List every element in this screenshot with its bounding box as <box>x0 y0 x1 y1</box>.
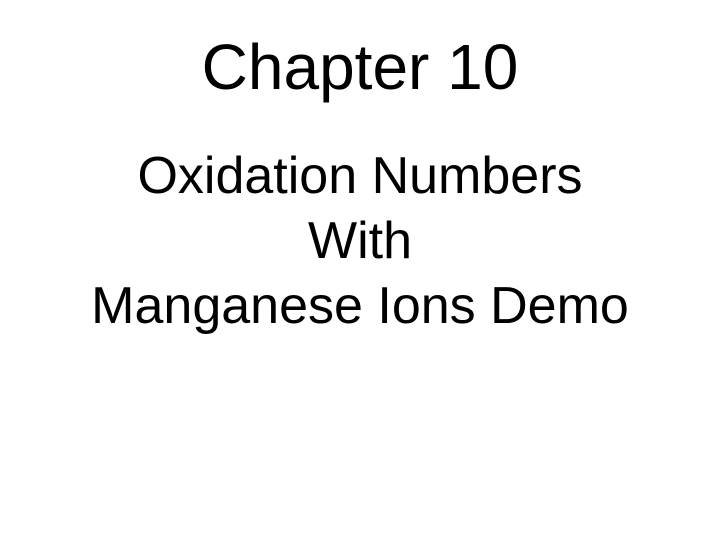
subtitle-line-3: Manganese Ions Demo <box>91 274 629 339</box>
slide-subtitle: Oxidation Numbers With Manganese Ions De… <box>91 144 629 339</box>
subtitle-line-1: Oxidation Numbers <box>91 144 629 209</box>
subtitle-line-2: With <box>91 209 629 274</box>
slide-title: Chapter 10 <box>202 30 519 104</box>
